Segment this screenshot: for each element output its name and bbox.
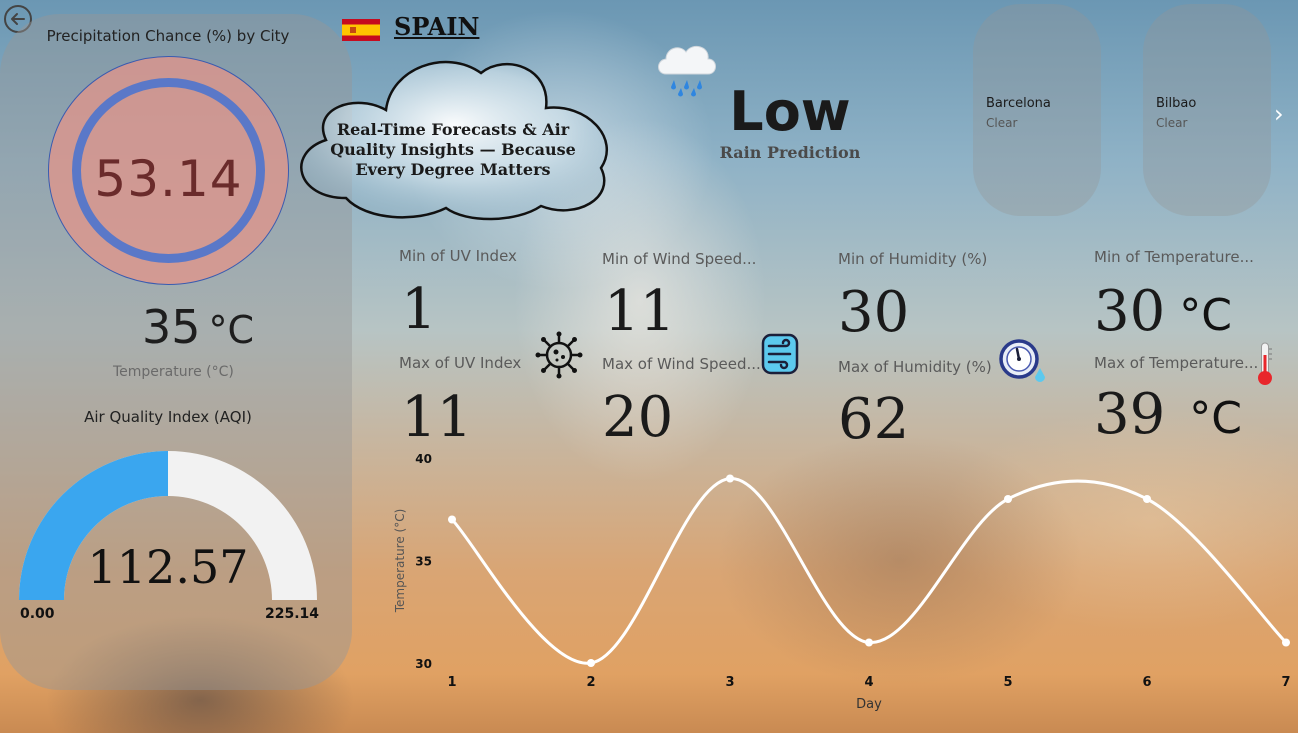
temperature-value: 35 °C [142, 300, 254, 354]
precipitation-donut-chart [48, 56, 289, 285]
temperature-min-value: 30 °C [1094, 282, 1232, 346]
data-point [726, 474, 734, 483]
data-point [1004, 495, 1012, 503]
aqi-min-label: 0.00 [20, 606, 55, 622]
x-tick-label: 3 [725, 675, 734, 690]
virus-icon [535, 331, 583, 379]
x-tick-label: 4 [864, 675, 873, 690]
data-point [1282, 638, 1290, 647]
temperature-max-number: 39 [1094, 382, 1166, 447]
city-card-bilbao[interactable]: Bilbao Clear [1143, 4, 1271, 216]
aqi-max-label: 225.14 [265, 606, 320, 622]
x-axis-label: Day [856, 697, 882, 712]
y-tick-label: 30 [415, 657, 432, 671]
uv-max-value: 11 [401, 385, 473, 450]
wind-icon [761, 333, 799, 375]
city-condition: Clear [986, 116, 1018, 130]
data-point [587, 659, 595, 667]
precipitation-value: 53.14 [94, 150, 243, 208]
wind-max-label: Max of Wind Speed... [602, 355, 761, 373]
tagline-cloud-shape [300, 60, 608, 221]
precipitation-ring [72, 78, 265, 263]
wind-min-label: Min of Wind Speed... [602, 250, 757, 268]
humidity-max-label: Max of Humidity (%) [838, 358, 992, 376]
rain-cloud-icon [658, 45, 716, 97]
aqi-title: Air Quality Index (AQI) [84, 408, 252, 426]
x-tick-label: 7 [1281, 675, 1290, 690]
spain-flag-icon [342, 19, 380, 41]
x-tick-label: 1 [447, 675, 456, 690]
rain-prediction-label: Rain Prediction [719, 143, 861, 162]
tagline-text: Real-Time Forecasts & Air Quality Insigh… [330, 120, 576, 179]
temperature-line-chart: 30 35 40 1 2 3 4 5 6 7 Day Temperature (°C) [393, 452, 1291, 712]
temperature-max-label: Max of Temperature... [1094, 354, 1259, 372]
aqi-gauge [19, 451, 317, 600]
temperature-number: 35 [142, 300, 201, 354]
temperature-min-unit: °C [1179, 290, 1232, 341]
temperature-label: Temperature (°C) [113, 364, 234, 380]
data-point [448, 515, 456, 524]
humidity-min-value: 30 [838, 280, 910, 345]
city-name: Bilbao [1156, 96, 1197, 111]
uv-min-label: Min of UV Index [399, 247, 517, 265]
y-tick-label: 40 [415, 452, 432, 466]
wind-min-value: 11 [604, 279, 676, 344]
city-card-barcelona[interactable]: Barcelona Clear [973, 4, 1101, 216]
humidity-min-label: Min of Humidity (%) [838, 250, 988, 268]
y-axis-label: Temperature (°C) [393, 509, 407, 614]
temperature-min-label: Min of Temperature... [1094, 248, 1254, 266]
x-tick-label: 6 [1142, 675, 1151, 690]
temperature-max-value: 39 °C [1094, 385, 1242, 449]
temperature-min-number: 30 [1094, 279, 1166, 344]
chevron-right-icon[interactable]: › [1274, 100, 1284, 128]
uv-max-label: Max of UV Index [399, 354, 522, 372]
data-point [1143, 495, 1151, 503]
aqi-gauge-fill [19, 451, 168, 600]
humidity-gauge-icon [999, 339, 1045, 382]
thermometer-icon [1258, 342, 1272, 385]
temperature-max-unit: °C [1189, 393, 1242, 444]
temperature-series-line [450, 476, 1288, 665]
humidity-max-value: 62 [838, 387, 910, 452]
wind-max-value: 20 [602, 385, 674, 450]
aqi-value: 112.57 [87, 540, 249, 594]
x-tick-label: 5 [1003, 675, 1012, 690]
back-arrow-icon[interactable] [3, 4, 33, 34]
city-condition: Clear [1156, 116, 1188, 130]
temperature-unit: °C [208, 308, 255, 352]
data-point [865, 638, 873, 647]
uv-min-value: 1 [401, 277, 437, 342]
country-title[interactable]: SPAIN [394, 12, 480, 41]
rain-prediction-value: Low [729, 80, 851, 143]
y-tick-label: 35 [415, 555, 432, 569]
city-name: Barcelona [986, 96, 1051, 111]
precipitation-title: Precipitation Chance (%) by City [46, 27, 290, 45]
x-tick-label: 2 [586, 675, 595, 690]
